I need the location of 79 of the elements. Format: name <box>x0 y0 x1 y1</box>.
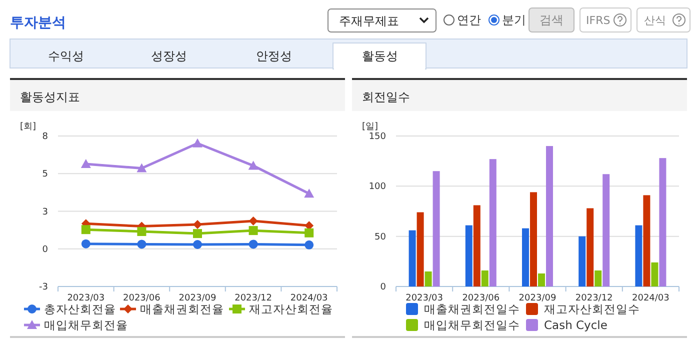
bar <box>651 262 658 286</box>
point <box>193 220 202 230</box>
point <box>193 229 202 238</box>
bar <box>489 159 496 286</box>
y-axis-title: [회] <box>20 122 36 132</box>
bar <box>481 270 488 286</box>
x-tick-label: 2024/03 <box>632 294 670 304</box>
point <box>193 240 202 249</box>
point <box>248 160 258 170</box>
x-tick-label: 2023/03 <box>67 294 105 304</box>
legend-label: 총자산회전율 <box>44 302 116 316</box>
point <box>248 216 258 226</box>
bar <box>473 205 480 286</box>
y-tick-label: -3 <box>39 282 48 292</box>
text: 산식 <box>644 14 666 27</box>
point <box>80 159 91 168</box>
point <box>248 240 258 249</box>
bar <box>546 146 553 286</box>
x-tick-label: 2023/09 <box>178 294 216 304</box>
bar <box>530 192 537 286</box>
point <box>248 226 258 236</box>
y-tick-label: 3 <box>42 207 48 218</box>
chart-title: 회전일수 <box>362 90 410 104</box>
bar <box>635 225 642 286</box>
text: 투자분석 <box>10 15 66 31</box>
point <box>136 163 147 172</box>
y-tick-label: 150 <box>368 132 386 142</box>
legend-label: 매출채권회전일수 <box>424 302 520 316</box>
y-tick-label: 8 <box>42 132 48 142</box>
point <box>137 227 146 236</box>
point <box>137 240 146 249</box>
legend-label: 매입채무회전율 <box>44 318 128 332</box>
bar <box>602 174 610 286</box>
bar <box>432 171 440 286</box>
x-tick-label: 2023/03 <box>406 294 443 304</box>
text: 주재무제표 <box>339 14 399 28</box>
text: 안정성 <box>256 49 292 63</box>
bar <box>522 228 529 286</box>
y-axis-title: [일] <box>362 122 378 132</box>
legend-label: 재고자산회전일수 <box>544 302 640 316</box>
y-tick-label: 0 <box>42 244 48 255</box>
point <box>81 239 90 248</box>
text: 성장성 <box>151 49 187 63</box>
legend-label: Cash Cycle <box>544 318 608 332</box>
text: 활동성 <box>362 49 398 63</box>
bar <box>408 230 416 286</box>
y-tick-label: 100 <box>368 182 386 192</box>
legend-label: 매출채권회전율 <box>140 302 224 316</box>
x-tick-label: 2023/06 <box>462 294 500 304</box>
legend-label: 매입채무회전일수 <box>424 318 520 332</box>
point <box>81 225 90 234</box>
text: 검색 <box>540 13 564 27</box>
point <box>304 188 314 198</box>
bar <box>578 236 586 286</box>
bar <box>659 158 666 286</box>
bar <box>465 225 472 286</box>
bar <box>416 212 424 286</box>
bar <box>586 208 594 286</box>
text: 연간 <box>457 13 481 27</box>
y-tick-label: 50 <box>374 232 386 242</box>
point <box>304 240 314 250</box>
point <box>192 138 202 148</box>
x-tick-label: 2023/12 <box>234 294 272 304</box>
legend-label: 재고자산회전율 <box>249 302 333 316</box>
bar <box>538 273 545 286</box>
x-tick-label: 2023/12 <box>575 294 613 304</box>
bar <box>424 271 432 286</box>
y-tick-label: 5 <box>42 170 48 180</box>
text: 분기 <box>502 13 526 27</box>
chart-title: 활동성지표 <box>20 90 80 104</box>
x-tick-label: 2023/09 <box>518 294 556 304</box>
x-tick-label: 2023/06 <box>123 294 161 304</box>
y-tick-label: 0 <box>380 282 386 292</box>
text: IFRS <box>586 14 610 27</box>
bar <box>643 195 650 286</box>
point <box>304 228 314 238</box>
x-tick-label: 2024/03 <box>290 294 328 304</box>
text: 수익성 <box>48 49 84 63</box>
bar <box>594 270 602 286</box>
